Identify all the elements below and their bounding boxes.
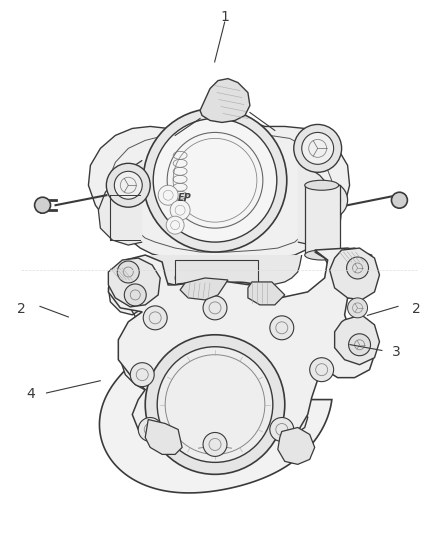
Circle shape — [143, 306, 167, 330]
Circle shape — [348, 298, 367, 318]
Circle shape — [130, 362, 154, 386]
Polygon shape — [108, 248, 378, 454]
Circle shape — [392, 192, 407, 208]
Polygon shape — [88, 118, 350, 262]
Circle shape — [106, 163, 150, 207]
Circle shape — [270, 316, 294, 340]
Circle shape — [346, 257, 368, 279]
Circle shape — [175, 268, 195, 288]
Circle shape — [238, 268, 258, 288]
Polygon shape — [175, 260, 258, 290]
Text: EP: EP — [178, 193, 192, 203]
Circle shape — [302, 132, 334, 164]
Circle shape — [158, 185, 178, 205]
Polygon shape — [335, 315, 379, 365]
Polygon shape — [99, 282, 332, 493]
Polygon shape — [200, 78, 250, 123]
Circle shape — [157, 347, 273, 462]
Polygon shape — [330, 248, 379, 300]
Circle shape — [312, 182, 348, 218]
Circle shape — [205, 272, 225, 292]
Circle shape — [35, 197, 50, 213]
Polygon shape — [305, 185, 339, 255]
Circle shape — [203, 432, 227, 456]
Circle shape — [117, 261, 139, 283]
Polygon shape — [248, 282, 285, 305]
Circle shape — [294, 124, 342, 172]
Text: 4: 4 — [26, 387, 35, 401]
Circle shape — [114, 171, 142, 199]
Polygon shape — [108, 258, 160, 307]
Polygon shape — [278, 427, 314, 464]
Polygon shape — [99, 160, 142, 245]
Circle shape — [170, 200, 190, 220]
Text: 2: 2 — [17, 302, 26, 316]
Polygon shape — [180, 278, 228, 300]
Circle shape — [124, 284, 146, 306]
Circle shape — [153, 118, 277, 242]
Text: 1: 1 — [220, 10, 229, 24]
Text: 3: 3 — [392, 344, 400, 359]
Circle shape — [270, 417, 294, 441]
Circle shape — [138, 417, 162, 441]
Circle shape — [166, 216, 184, 234]
Circle shape — [310, 358, 334, 382]
Polygon shape — [108, 248, 374, 449]
Ellipse shape — [305, 250, 339, 260]
Polygon shape — [145, 255, 302, 288]
Circle shape — [143, 109, 287, 252]
Circle shape — [349, 334, 371, 356]
Circle shape — [203, 296, 227, 320]
Polygon shape — [145, 419, 182, 455]
Polygon shape — [298, 160, 342, 245]
Ellipse shape — [305, 180, 339, 190]
Text: 2: 2 — [412, 302, 421, 316]
Circle shape — [145, 335, 285, 474]
